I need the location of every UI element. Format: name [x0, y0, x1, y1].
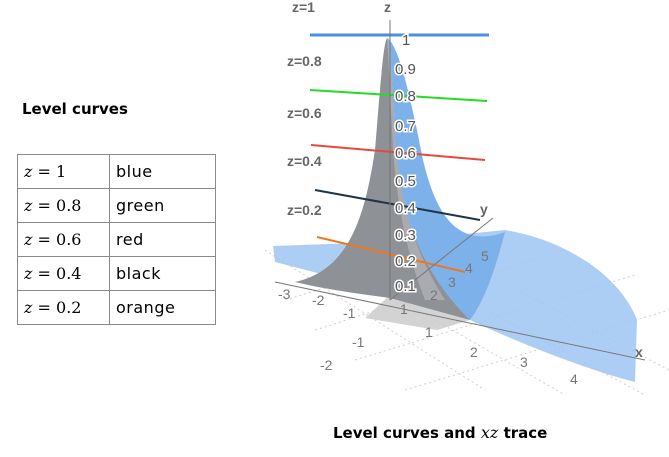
level-curve-black — [314, 189, 481, 221]
y-tick: 5 — [481, 248, 489, 264]
z-axis-label: z — [384, 0, 391, 15]
equation-cell: z = 0.4 — [17, 256, 110, 291]
y-tick: 3 — [448, 274, 456, 290]
color-cell: red — [109, 222, 216, 257]
x-tick: 1 — [425, 324, 433, 340]
z-tick: 0.9 — [395, 61, 416, 78]
x-axis-label: x — [635, 344, 643, 360]
z-tick: 0.4 — [395, 200, 416, 217]
level-curves-3d-plot: z=1 z=0.8 z=0.6 z=0.4 z=0.2 z y x 1 0.9 … — [265, 0, 669, 396]
color-cell: orange — [109, 290, 216, 325]
y-tick: 4 — [465, 260, 473, 276]
level-curve-green — [309, 89, 488, 102]
y-axis — [389, 217, 494, 301]
z-tick: 0.7 — [395, 118, 416, 135]
equation-cell: z = 0.2 — [17, 290, 110, 325]
x-axis — [274, 281, 646, 361]
level-label-z04: z=0.4 — [287, 153, 322, 169]
level-label-z08: z=0.8 — [287, 53, 322, 69]
gaussian-peak-side — [387, 38, 505, 320]
level-curves-table: z = 1 blue z = 0.8 green z = 0.6 red z =… — [17, 154, 216, 325]
table-row: z = 0.4 black — [17, 256, 216, 291]
x-tick: 4 — [570, 371, 578, 387]
x-tick: 3 — [520, 354, 528, 370]
x-tick: -3 — [278, 286, 291, 302]
table-row: z = 0.2 orange — [17, 290, 216, 325]
equation-cell: z = 0.6 — [17, 222, 110, 257]
table-row: z = 0.6 red — [17, 222, 216, 257]
color-cell: green — [109, 188, 216, 223]
z-tick: 0.3 — [395, 227, 416, 244]
z-tick: 0.5 — [395, 173, 416, 190]
equation-cell: z = 0.8 — [17, 188, 110, 223]
z-tick: 0.6 — [395, 145, 416, 162]
z-tick: 1 — [402, 32, 410, 49]
gaussian-peak-highlight — [387, 38, 445, 300]
y-tick: 2 — [430, 287, 438, 303]
y-axis-label: y — [480, 201, 488, 217]
y-tick-labels: 2 3 4 5 — [430, 248, 489, 303]
level-curve-red — [310, 144, 486, 161]
level-label-z1: z=1 — [292, 0, 315, 15]
level-curve-orange — [316, 236, 466, 273]
table-row: z = 1 blue — [17, 154, 216, 189]
x-tick-labels: -3 -2 -1 1 2 3 4 -2 -1 1 — [278, 286, 578, 387]
gaussian-peak-front — [295, 38, 470, 320]
level-label-z02: z=0.2 — [287, 202, 322, 218]
z-tick: 0.2 — [395, 253, 416, 270]
x-tick-back: -1 — [343, 305, 356, 321]
color-cell: blue — [109, 154, 216, 189]
x-tick: 2 — [470, 344, 478, 360]
level-label-z06: z=0.6 — [287, 105, 322, 121]
table-row: z = 0.8 green — [17, 188, 216, 223]
equation-cell: z = 1 — [17, 154, 110, 189]
z-tick: 0.8 — [395, 88, 416, 105]
x-tick: -1 — [352, 334, 365, 350]
level-curves-heading: Level curves — [22, 100, 128, 118]
figure-caption: Level curves and xz trace — [333, 423, 548, 442]
z-tick-labels: 1 0.9 0.8 0.7 0.6 0.5 0.4 0.3 0.2 0.1 — [394, 31, 418, 297]
x-tick-back: -2 — [312, 292, 325, 308]
z-tick: 0.1 — [395, 278, 416, 295]
x-tick: -2 — [320, 357, 333, 373]
x-tick-back: 1 — [400, 301, 408, 317]
color-cell: black — [109, 256, 216, 291]
